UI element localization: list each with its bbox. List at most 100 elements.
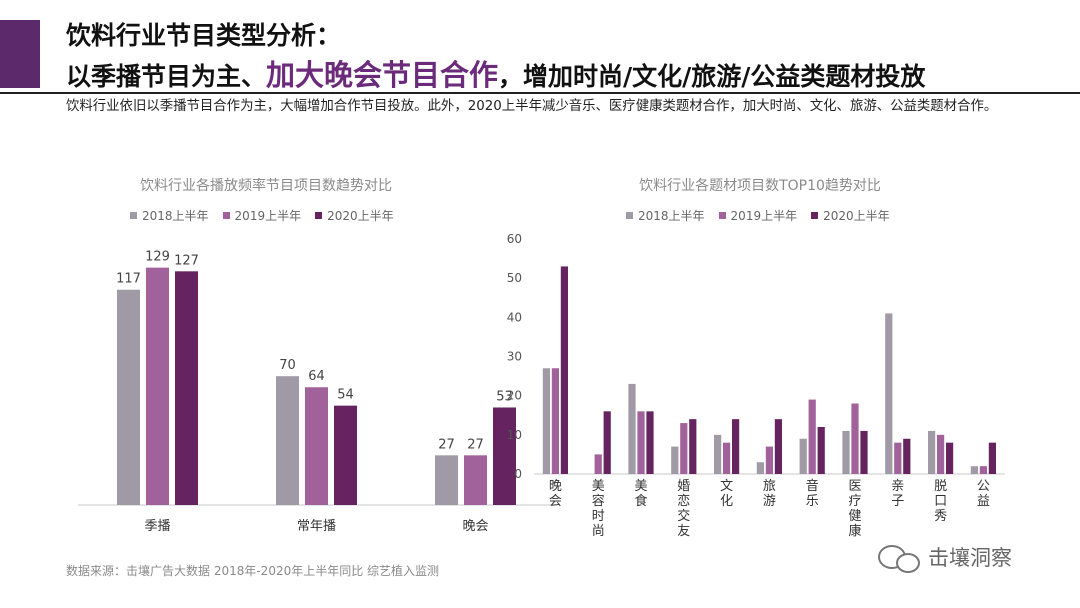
- bar-right-1-6: [808, 399, 816, 474]
- data-label-2-1: 54: [337, 388, 354, 403]
- x-tick-label-right-3: 婚恋交友: [677, 479, 690, 539]
- legend-label-2019-right: 2019上半年: [730, 209, 798, 223]
- bar-2-1: [334, 405, 357, 505]
- y-tick-label-4: 40: [507, 310, 522, 324]
- x-tick-label-right-2: 美食: [634, 479, 647, 509]
- legend-swatch-2019: [222, 212, 230, 219]
- x-tick-label-right-6: 音乐: [806, 478, 819, 509]
- description-text: 饮料行业依旧以季播节目合作为主，大幅增加合作节目投放。此外，2020上半年减少音…: [66, 99, 998, 114]
- left-chart-title: 饮料行业各播放频率节目项目数趋势对比: [140, 178, 392, 194]
- bar-right-0-3: [671, 446, 679, 474]
- page-title-line2: 以季播节目为主、加大晚会节目合作，增加时尚/文化/旅游/公益类题材投放: [66, 52, 925, 94]
- bar-right-2-9: [946, 442, 954, 474]
- bar-right-1-9: [937, 434, 945, 474]
- data-label-2-2: 53: [496, 389, 513, 404]
- bar-right-2-8: [903, 438, 911, 474]
- x-tick-label-right-0: 晚会: [549, 479, 562, 509]
- source-note: 数据来源：击壤广告大数据 2018年-2020年上半年同比 综艺植入监测: [66, 564, 440, 578]
- legend-label-2020-right: 2020上半年: [823, 209, 890, 223]
- brand-watermark: 击壤洞察: [876, 542, 1012, 573]
- x-tick-label-2: 晚会: [462, 519, 488, 534]
- bar-1-2: [464, 455, 487, 505]
- legend-swatch-2020-right: [811, 212, 819, 219]
- legend-item-2018: 2018上半年: [130, 207, 209, 224]
- data-label-1-0: 129: [145, 250, 170, 265]
- y-tick-label-0: 0: [514, 467, 522, 481]
- legend-item-2020: 2020上半年: [315, 207, 394, 224]
- legend-swatch-2018-right: [626, 212, 633, 219]
- bar-right-2-3: [689, 419, 697, 474]
- bar-right-1-7: [851, 403, 859, 474]
- title-accent-bar: [0, 20, 40, 88]
- bar-right-1-3: [680, 423, 688, 474]
- legend-item-2019: 2019上半年: [222, 207, 302, 224]
- title-highlight: 加大晚会节目合作: [266, 58, 499, 92]
- wechat-icon: [876, 543, 920, 573]
- x-tick-label-right-5: 旅游: [763, 479, 776, 509]
- bar-right-0-2: [628, 383, 636, 474]
- bar-1-1: [305, 387, 328, 505]
- data-label-2-0: 127: [174, 253, 199, 268]
- bar-right-0-0: [542, 368, 550, 474]
- x-tick-label-right-7: 医疗健康: [848, 479, 861, 539]
- brand-name: 击壤洞察: [928, 546, 1012, 570]
- bar-right-1-2: [637, 411, 645, 474]
- bar-right-2-1: [603, 411, 611, 474]
- right-chart-legend: 2018上半年 2019上半年 2020上半年: [626, 207, 890, 224]
- bar-right-2-6: [817, 427, 825, 474]
- bar-right-1-0: [551, 368, 559, 474]
- data-label-0-2: 27: [438, 437, 455, 452]
- bar-right-2-4: [732, 419, 740, 474]
- legend-label-2020: 2020上半年: [327, 209, 394, 223]
- bar-0-0: [117, 289, 140, 505]
- page-title-line1: 饮料行业节目类型分析：: [66, 21, 342, 50]
- title-part-b: ，增加时尚/文化/旅游/公益类题材投放: [498, 62, 926, 91]
- bar-right-2-7: [860, 430, 868, 474]
- y-tick-label-6: 60: [507, 232, 522, 246]
- data-label-0-1: 70: [279, 358, 296, 373]
- x-tick-label-right-4: 文化: [720, 479, 733, 509]
- legend-label-2018: 2018上半年: [142, 209, 209, 223]
- bar-2-2: [493, 407, 516, 505]
- data-label-0-0: 117: [116, 272, 141, 287]
- bar-right-0-9: [928, 430, 936, 474]
- bar-right-1-5: [765, 446, 773, 474]
- bar-right-2-0: [560, 266, 568, 474]
- x-tick-label-right-8: 亲子: [891, 479, 904, 509]
- bar-right-2-10: [988, 442, 996, 474]
- bar-right-2-5: [774, 419, 782, 474]
- legend-item-2020-right: 2020上半年: [811, 207, 890, 224]
- x-tick-label-right-9: 脱口秀: [934, 479, 947, 524]
- legend-label-2019: 2019上半年: [234, 209, 302, 223]
- left-chart-legend: 2018上半年 2019上半年 2020上半年: [130, 207, 394, 224]
- bar-right-0-4: [714, 434, 722, 474]
- legend-swatch-2018: [130, 212, 137, 219]
- legend-swatch-2020: [315, 212, 323, 219]
- bar-right-1-4: [723, 442, 731, 474]
- title-divider: [0, 92, 1080, 94]
- y-tick-label-3: 30: [507, 350, 522, 364]
- legend-item-2018-right: 2018上半年: [626, 207, 705, 224]
- bar-right-0-6: [799, 438, 807, 474]
- bar-0-2: [435, 455, 458, 505]
- legend-swatch-2019-right: [718, 212, 726, 219]
- bar-right-0-10: [970, 466, 978, 474]
- bar-2-0: [175, 271, 198, 505]
- data-label-1-1: 64: [308, 369, 325, 384]
- right-chart-title: 饮料行业各题材项目数TOP10趋势对比: [639, 178, 881, 194]
- bar-right-0-8: [885, 313, 893, 474]
- legend-item-2019-right: 2019上半年: [718, 207, 798, 224]
- x-tick-label-0: 季播: [144, 519, 170, 534]
- bar-right-1-1: [594, 454, 602, 474]
- legend-label-2018-right: 2018上半年: [638, 209, 705, 223]
- x-tick-label-1: 常年播: [297, 519, 336, 534]
- data-label-1-2: 27: [467, 437, 484, 452]
- bar-0-1: [276, 376, 299, 505]
- x-tick-label-right-1: 美容时尚: [592, 479, 605, 539]
- bar-right-0-7: [842, 430, 850, 474]
- y-tick-label-1: 10: [507, 428, 522, 442]
- bar-right-1-10: [979, 466, 987, 474]
- bar-right-2-2: [646, 411, 654, 474]
